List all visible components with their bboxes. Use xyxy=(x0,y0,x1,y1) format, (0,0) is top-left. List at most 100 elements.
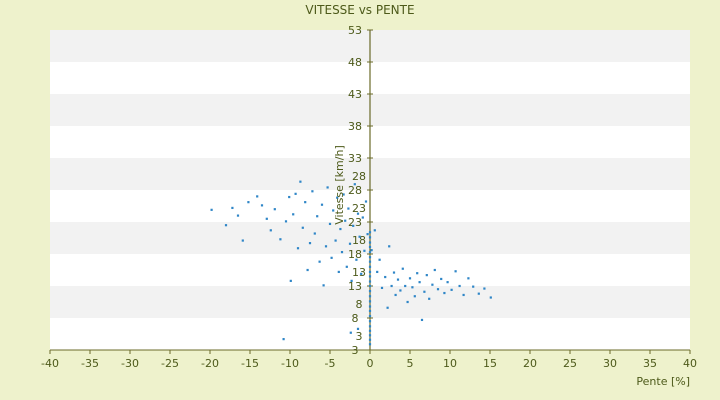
y-tick-label-inner: 3 xyxy=(356,330,363,343)
data-point xyxy=(282,338,285,341)
y-axis-title: Vitesse [km/h] xyxy=(333,145,346,225)
data-point xyxy=(241,239,244,242)
x-tick-label: 0 xyxy=(367,357,374,370)
data-point xyxy=(322,284,325,287)
x-tick-label: -25 xyxy=(161,357,179,370)
data-point xyxy=(363,249,366,252)
data-point xyxy=(289,279,292,282)
data-point xyxy=(368,260,372,263)
data-point xyxy=(344,219,347,222)
y-tick-label: 28 xyxy=(348,184,362,197)
data-point xyxy=(431,283,434,286)
data-point xyxy=(324,245,328,248)
data-point xyxy=(340,250,344,254)
data-point xyxy=(408,277,412,280)
data-point xyxy=(358,235,361,238)
x-tick-label: 5 xyxy=(407,357,414,370)
data-point xyxy=(210,208,213,211)
y-tick-label: 43 xyxy=(348,88,362,101)
data-point xyxy=(337,270,340,274)
data-point xyxy=(316,215,319,218)
data-point xyxy=(458,284,461,288)
data-point xyxy=(477,292,480,295)
data-point xyxy=(368,309,372,313)
data-point xyxy=(330,256,333,259)
data-point xyxy=(247,201,250,204)
x-tick-label: 35 xyxy=(643,357,657,370)
x-tick-label: 15 xyxy=(483,357,497,370)
data-point xyxy=(299,180,302,183)
data-point xyxy=(368,265,372,268)
y-tick-label: 8 xyxy=(352,312,359,325)
y-tick-label: 13 xyxy=(348,280,362,293)
data-point xyxy=(301,226,304,229)
data-point xyxy=(467,277,470,280)
data-point xyxy=(433,268,436,272)
data-point xyxy=(411,286,414,289)
data-point xyxy=(425,274,428,277)
x-tick-label: -35 xyxy=(81,357,99,370)
data-point xyxy=(436,288,440,291)
data-point xyxy=(472,285,475,288)
data-point xyxy=(423,290,426,293)
data-point xyxy=(366,233,369,236)
data-point xyxy=(339,227,342,231)
data-point xyxy=(368,280,372,283)
x-tick-label: -15 xyxy=(241,357,259,370)
data-point xyxy=(328,222,332,226)
x-tick-label: -30 xyxy=(121,357,139,370)
y-tick-label: 53 xyxy=(348,24,362,37)
data-point xyxy=(356,212,360,215)
data-points xyxy=(210,180,492,346)
data-point xyxy=(292,213,295,216)
data-point xyxy=(296,247,300,250)
data-point xyxy=(368,250,372,254)
x-tick-label: 25 xyxy=(563,357,577,370)
data-point xyxy=(364,200,368,203)
x-axis-ticks: -40 -35 -30 -25 -20 -15 -10 -5 0 5 10 15 20 25 30 35 40 xyxy=(41,350,697,370)
data-point xyxy=(368,334,372,337)
data-point xyxy=(404,284,407,288)
data-point xyxy=(231,206,234,210)
data-point xyxy=(368,338,372,341)
data-point xyxy=(390,284,393,288)
data-point xyxy=(428,297,431,300)
y-tick-label-inner: 13 xyxy=(352,266,366,279)
data-point xyxy=(294,192,297,195)
data-point xyxy=(368,314,372,318)
data-point xyxy=(368,270,372,274)
chart-title: VITESSE vs PENTE xyxy=(305,3,414,17)
data-point xyxy=(399,289,402,292)
data-point xyxy=(454,270,457,273)
y-tick-label: 48 xyxy=(348,56,362,69)
data-point xyxy=(345,265,348,268)
data-point xyxy=(306,268,309,272)
data-point xyxy=(392,271,396,274)
data-point xyxy=(368,329,372,332)
x-tick-label: -5 xyxy=(325,357,336,370)
data-point xyxy=(368,256,372,259)
x-tick-label: -40 xyxy=(41,357,59,370)
data-point xyxy=(360,272,363,275)
data-point xyxy=(368,284,372,288)
data-point xyxy=(370,249,373,252)
data-point xyxy=(378,258,381,261)
data-point xyxy=(380,286,384,290)
data-point xyxy=(348,242,352,245)
data-point xyxy=(304,201,307,204)
y-tick-label-inner: 28 xyxy=(352,170,366,183)
data-point xyxy=(368,325,372,328)
data-point xyxy=(368,231,372,234)
data-point xyxy=(396,278,400,281)
data-point xyxy=(462,293,465,297)
y-tick-label-inner: 23 xyxy=(352,202,366,215)
x-tick-label: -10 xyxy=(281,357,299,370)
data-point xyxy=(368,300,372,303)
data-point xyxy=(388,245,391,248)
data-point xyxy=(418,281,421,284)
data-point xyxy=(265,217,268,220)
data-point xyxy=(353,183,356,186)
data-point xyxy=(368,236,372,239)
